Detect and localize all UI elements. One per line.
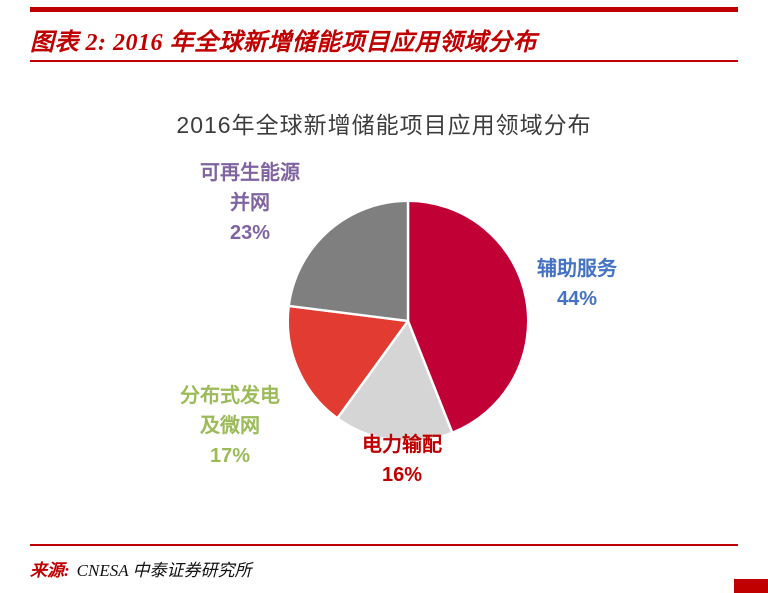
pie-label-percent: 17% (209, 445, 251, 467)
pie-label-percent: 23% (229, 222, 271, 244)
pie-label-renewable-grid-integration: 可再生能源 并网 23% (140, 158, 360, 248)
pie-label-ancillary-services: 辅助服务 44% (512, 254, 642, 314)
source-label: 来源: (30, 561, 70, 580)
source-line: 来源: CNESA 中泰证券研究所 (30, 556, 252, 581)
pie-slice-distributed-generation-microgrid (286, 304, 410, 420)
pie-chart (283, 196, 533, 446)
pie-label-text: 电力输配 (362, 434, 442, 456)
pie-slice-power-transmission (336, 319, 454, 443)
header-bottom-rule (30, 60, 738, 62)
pie-label-percent: 44% (556, 288, 598, 310)
pie-label-text: 辅助服务 (537, 258, 617, 280)
chart-title: 2016年全球新增储能项目应用领域分布 (176, 112, 592, 138)
pie-slice-ancillary-services (406, 199, 530, 434)
pie-slice-renewable-grid-integration (287, 199, 410, 323)
pie-label-distributed-generation: 分布式发电 及微网 17% (140, 381, 320, 471)
header-top-rule (30, 7, 738, 12)
source-text: CNESA 中泰证券研究所 (76, 561, 252, 580)
page-corner-mark (734, 579, 768, 593)
pie-label-percent: 16% (381, 464, 423, 486)
chart-area: 2016年全球新增储能项目应用领域分布 可再生能源 并网 23% 辅助服务 44… (0, 78, 768, 540)
pie-label-power-transmission: 电力输配 16% (342, 430, 462, 490)
pie-label-text: 分布式发电 及微网 (180, 385, 280, 437)
figure-caption: 图表 2: 2016 年全球新增储能项目应用领域分布 (30, 30, 537, 56)
pie-label-text: 可再生能源 并网 (200, 162, 300, 214)
footer-rule (30, 544, 738, 546)
